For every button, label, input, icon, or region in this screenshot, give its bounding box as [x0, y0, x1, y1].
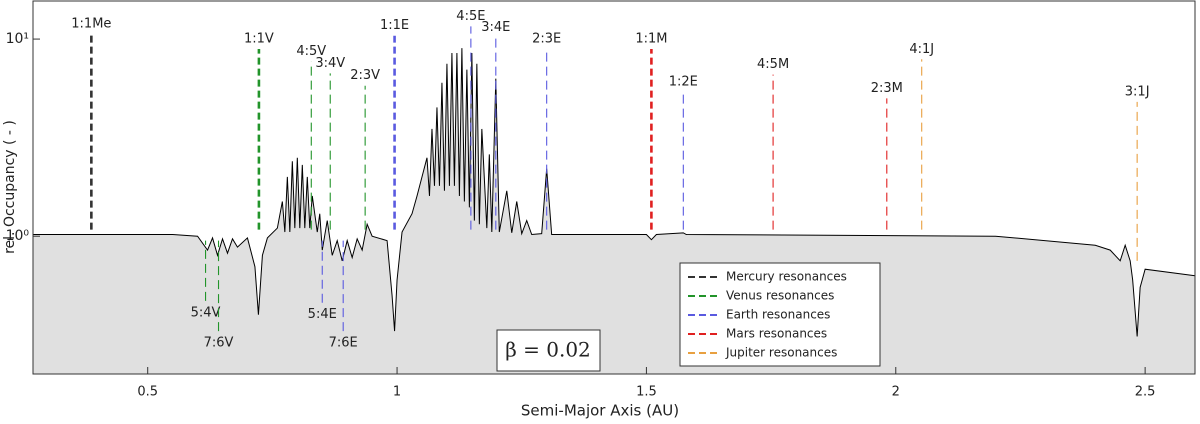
occupancy-area — [33, 48, 1195, 375]
resonance-label: 2:3M — [871, 81, 903, 96]
legend-label: Venus resonances — [726, 289, 834, 303]
x-tick-label: 1.5 — [636, 385, 657, 400]
annotation-box — [496, 329, 601, 372]
resonance-label: 3:4V — [315, 56, 345, 71]
resonance-label: 2:3V — [350, 68, 380, 83]
resonance-label: 1:2E — [669, 74, 698, 89]
resonance-label: 5:4V — [191, 305, 221, 320]
x-axis-label: Semi-Major Axis (AU) — [521, 402, 679, 420]
legend-label: Mercury resonances — [726, 270, 847, 284]
x-tick-label: 2.5 — [1135, 385, 1156, 400]
legend-label: Jupiter resonances — [725, 346, 837, 360]
resonance-label: 2:3E — [532, 32, 561, 47]
resonance-label: 4:5V — [296, 44, 326, 59]
resonance-label: 1:1Me — [71, 17, 111, 32]
resonance-label: 4:5E — [456, 9, 485, 24]
x-tick-label: 0.5 — [137, 385, 158, 400]
y-tick-label: 10¹ — [6, 31, 29, 47]
resonance-label: 1:1E — [380, 18, 409, 33]
plot-frame — [32, 0, 1196, 375]
resonance-label: 4:1J — [909, 42, 934, 57]
legend-label: Earth resonances — [726, 308, 830, 322]
resonance-label: 1:1M — [635, 32, 667, 47]
x-tick-label: 1 — [393, 385, 401, 400]
legend-label: Mars resonances — [726, 327, 827, 341]
resonance-label: 7:6V — [204, 336, 234, 351]
resonance-label: 4:5M — [757, 57, 789, 72]
resonance-label: 3:4E — [481, 20, 510, 35]
resonance-label: 7:6E — [329, 336, 358, 351]
x-tick-label: 2 — [892, 385, 900, 400]
y-axis-label: rel. Occupancy ( - ) — [2, 120, 18, 254]
y-tick-label: 10⁰ — [6, 228, 30, 244]
resonance-label: 3:1J — [1125, 84, 1150, 99]
annotation: β = 0.02 — [505, 338, 591, 362]
resonance-label: 1:1V — [244, 32, 274, 47]
resonance-label: 5:4E — [308, 307, 337, 322]
